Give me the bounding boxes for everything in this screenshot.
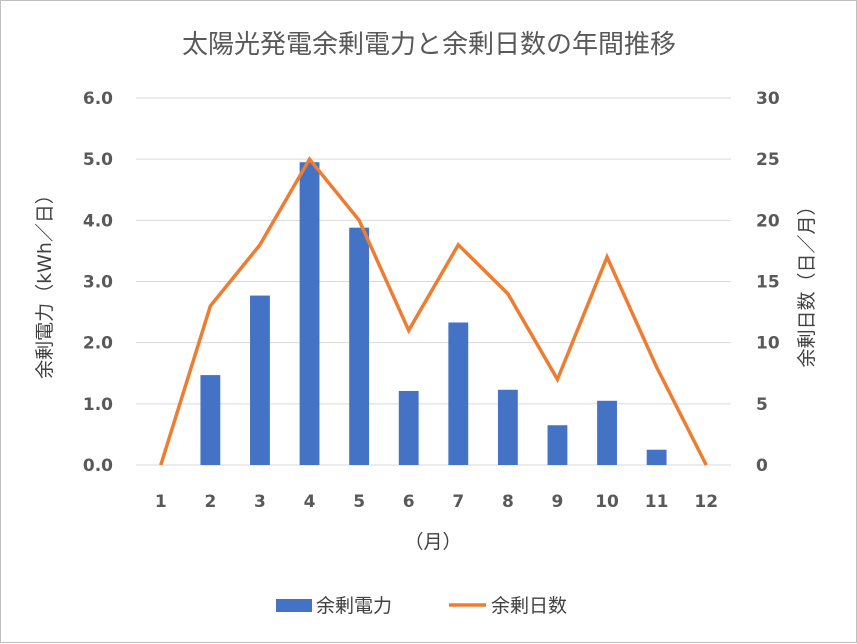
y2-tick-label: 15	[756, 273, 780, 293]
y-tick-label: 1.0	[83, 395, 113, 415]
x-tick-label: 9	[552, 492, 564, 512]
legend-bar-swatch	[276, 599, 312, 612]
chart-title: 太陽光発電余剰電力と余剰日数の年間推移	[182, 30, 676, 60]
x-tick-label: 11	[645, 492, 669, 512]
bar	[250, 295, 270, 465]
x-tick-label: 2	[204, 492, 216, 512]
bar	[349, 227, 370, 465]
legend: 余剰電力 余剰日数	[276, 595, 567, 617]
x-tick-label: 1	[155, 492, 167, 512]
x-tick-label: 7	[452, 492, 464, 512]
bar	[597, 400, 617, 465]
x-tick-label: 12	[694, 492, 718, 512]
gridlines	[136, 97, 731, 466]
bar	[398, 390, 419, 465]
series-line	[159, 156, 708, 466]
line-series	[159, 156, 708, 466]
x-tick-label: 3	[254, 492, 266, 512]
y-tick-label: 0.0	[83, 456, 113, 476]
x-axis-label: （月）	[404, 531, 461, 553]
right-axis-ticks: 0 5 10 15 20 25 30	[756, 89, 780, 476]
x-tick-label: 5	[353, 492, 365, 512]
x-axis-ticks: 1 2 3 4 5 6 7 8 9 10 11 12	[155, 492, 718, 512]
x-tick-label: 10	[595, 492, 619, 512]
legend-bar-label: 余剰電力	[316, 595, 392, 617]
bar	[448, 322, 469, 465]
bar	[299, 162, 320, 465]
legend-line-label: 余剰日数	[491, 595, 567, 617]
y2-tick-label: 5	[756, 395, 768, 415]
y-tick-label: 3.0	[83, 273, 113, 293]
bar	[547, 425, 568, 465]
y-tick-label: 4.0	[83, 211, 113, 231]
bar	[646, 449, 667, 465]
y2-axis-label: 余剰日数（日／月）	[796, 196, 818, 367]
bar	[497, 389, 518, 465]
left-axis-ticks: 0.0 1.0 2.0 3.0 4.0 5.0 6.0	[83, 89, 113, 476]
x-tick-label: 8	[502, 492, 514, 512]
x-tick-label: 6	[403, 492, 415, 512]
y2-tick-label: 30	[756, 89, 780, 109]
y2-tick-label: 25	[756, 150, 780, 170]
bar-series	[200, 162, 667, 465]
x-tick-label: 4	[304, 492, 316, 512]
y2-tick-label: 0	[756, 456, 768, 476]
y2-tick-label: 20	[756, 211, 780, 231]
bar	[200, 375, 221, 465]
y2-tick-label: 10	[756, 334, 780, 354]
y-tick-label: 6.0	[83, 89, 113, 109]
y-tick-label: 5.0	[83, 150, 113, 170]
y-tick-label: 2.0	[83, 334, 113, 354]
y-axis-label: 余剰電力（kWh／日）	[34, 185, 56, 379]
